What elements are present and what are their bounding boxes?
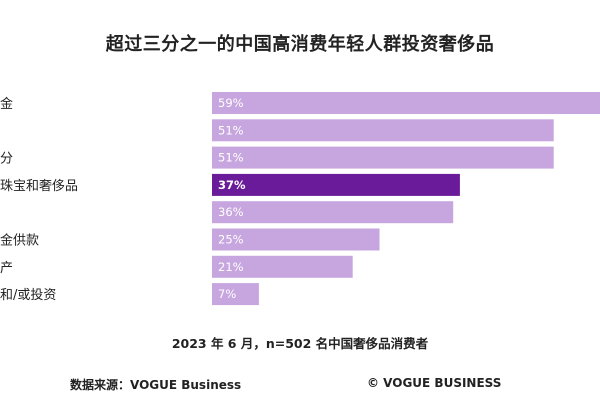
category-label-1: 金 xyxy=(0,96,13,112)
bar-5 xyxy=(212,201,454,224)
category-label-6: 金供款 xyxy=(0,233,39,249)
chart-title: 超过三分之一的中国高消费年轻人群投资奢侈品 xyxy=(105,34,495,55)
copyright: © VOGUE BUSINESS xyxy=(367,376,502,390)
bar-value-label-8: 7% xyxy=(218,287,236,301)
category-label-8: 和/或投资 xyxy=(0,287,56,303)
bar-4 xyxy=(212,173,460,196)
bar-6 xyxy=(212,228,380,251)
data-source: 数据来源：VOGUE Business xyxy=(70,378,242,392)
category-label-7: 产 xyxy=(0,261,13,276)
bar-3 xyxy=(212,146,554,169)
bar-value-label-3: 51% xyxy=(218,151,244,165)
sample-note: 2023 年 6 月，n=502 名中国奢侈品消费者 xyxy=(171,336,429,351)
bar-value-label-7: 21% xyxy=(218,260,244,274)
bar-value-label-2: 51% xyxy=(218,123,244,137)
category-label-3: 分 xyxy=(0,152,13,167)
category-label-4: 珠宝和奢侈品 xyxy=(0,179,78,194)
bar-value-label-5: 36% xyxy=(218,205,244,219)
bar-value-label-4: 37% xyxy=(218,178,246,192)
bar-value-label-6: 25% xyxy=(218,233,244,247)
bar-value-label-1: 59% xyxy=(218,96,244,110)
bar-1 xyxy=(212,92,600,114)
bar-2 xyxy=(212,119,554,142)
bar-8 xyxy=(212,283,259,306)
bar-7 xyxy=(212,255,353,278)
